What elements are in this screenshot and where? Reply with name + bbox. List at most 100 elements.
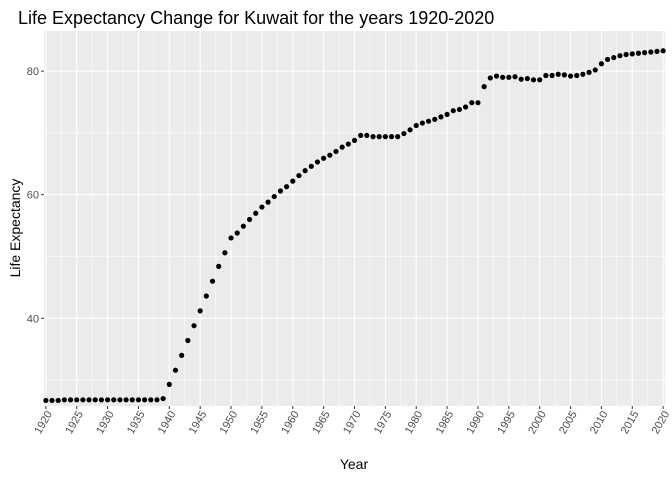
x-tick-label: 1995 xyxy=(495,409,518,436)
data-point xyxy=(432,116,438,122)
data-point xyxy=(351,137,358,143)
data-point xyxy=(506,74,512,80)
data-point xyxy=(92,397,98,403)
data-point xyxy=(456,106,463,113)
x-tick-label: 1930 xyxy=(94,409,117,436)
data-point xyxy=(123,397,129,403)
y-axis: 40 60 80 xyxy=(27,66,44,325)
x-tick-label: 2010 xyxy=(588,409,611,436)
data-point xyxy=(580,71,586,77)
x-tick-label: 1975 xyxy=(372,409,395,436)
y-tick-label: 40 xyxy=(27,313,39,325)
data-point xyxy=(358,132,364,139)
data-point xyxy=(179,352,185,358)
major-gridlines xyxy=(44,31,665,406)
data-point xyxy=(364,132,370,139)
x-tick-label: 1965 xyxy=(310,409,333,436)
data-point xyxy=(537,77,543,83)
data-point xyxy=(487,75,493,81)
data-point xyxy=(339,144,345,150)
data-point xyxy=(623,51,629,58)
data-point xyxy=(524,75,530,82)
x-tick-label: 1925 xyxy=(63,409,86,436)
data-point xyxy=(401,130,407,137)
x-tick-label: 1970 xyxy=(341,409,364,436)
data-point xyxy=(55,397,61,404)
x-tick-label: 2015 xyxy=(619,409,642,436)
data-point xyxy=(240,223,246,229)
x-tick-label: 1990 xyxy=(465,409,488,436)
x-tick-label: 1920 xyxy=(32,409,55,436)
data-point xyxy=(648,49,654,55)
data-point xyxy=(370,134,376,140)
data-point xyxy=(111,397,117,403)
data-point xyxy=(246,216,253,223)
data-point xyxy=(216,263,222,269)
data-point xyxy=(302,168,308,174)
data-point xyxy=(376,134,382,140)
x-tick-label: 1980 xyxy=(403,409,426,436)
data-point xyxy=(74,397,80,403)
data-point xyxy=(425,118,432,124)
x-tick-label: 1985 xyxy=(434,409,457,436)
data-point xyxy=(333,148,339,155)
x-tick-label: 2005 xyxy=(557,409,580,436)
data-point xyxy=(530,77,537,83)
data-point xyxy=(450,108,456,114)
data-point xyxy=(345,141,351,147)
data-point xyxy=(475,100,481,106)
data-point xyxy=(518,76,524,82)
data-point xyxy=(197,308,203,314)
data-point xyxy=(500,74,506,80)
data-point xyxy=(327,152,333,158)
data-point xyxy=(166,381,172,387)
data-point xyxy=(321,155,327,161)
data-point xyxy=(129,397,135,403)
data-point xyxy=(308,163,314,169)
data-point xyxy=(104,397,111,403)
data-point xyxy=(234,230,240,236)
data-point xyxy=(86,397,92,403)
y-tick-label: 80 xyxy=(27,66,39,78)
data-point xyxy=(142,397,148,403)
data-point xyxy=(413,122,419,129)
data-point xyxy=(481,84,487,90)
data-point xyxy=(382,134,388,140)
data-points xyxy=(43,48,666,404)
data-point xyxy=(61,397,67,403)
data-point xyxy=(611,54,617,61)
data-point xyxy=(395,134,401,140)
data-point xyxy=(642,50,648,56)
data-point xyxy=(43,397,49,404)
data-point xyxy=(586,69,592,75)
data-point xyxy=(617,53,623,59)
data-point xyxy=(265,199,271,205)
data-point xyxy=(98,397,105,403)
data-point xyxy=(191,323,197,329)
data-point xyxy=(592,67,598,73)
data-point xyxy=(209,278,216,284)
data-point xyxy=(654,48,660,54)
data-point xyxy=(160,395,166,402)
x-tick-label: 1960 xyxy=(279,409,302,436)
chart-title: Life Expectancy Change for Kuwait for th… xyxy=(18,8,494,28)
data-point xyxy=(543,72,549,79)
data-point xyxy=(228,235,234,241)
x-tick-label: 2000 xyxy=(526,409,549,436)
data-point xyxy=(185,337,191,344)
data-point xyxy=(512,74,518,80)
x-tick-label: 1940 xyxy=(156,409,179,436)
data-point xyxy=(253,210,259,216)
data-point xyxy=(277,188,284,194)
x-axis: 1920 1925 1930 1935 1940 1945 1950 1955 1960 1965… xyxy=(32,406,672,436)
data-point xyxy=(574,72,580,79)
data-point xyxy=(388,134,395,140)
data-point xyxy=(567,73,574,79)
data-point xyxy=(555,71,561,77)
data-point xyxy=(80,397,86,403)
data-point xyxy=(290,178,296,184)
data-point xyxy=(493,73,500,79)
data-point xyxy=(271,193,277,200)
x-tick-label: 1945 xyxy=(187,409,210,436)
